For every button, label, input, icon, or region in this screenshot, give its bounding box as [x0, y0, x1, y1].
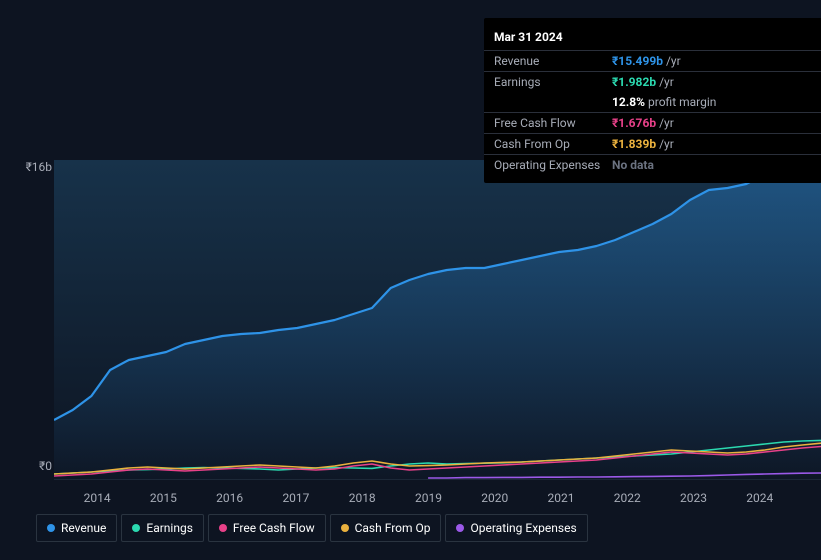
tooltip-suffix: /yr: [659, 137, 674, 151]
legend-label: Operating Expenses: [470, 521, 576, 535]
legend-label: Free Cash Flow: [233, 521, 315, 535]
x-axis-label: 2021: [528, 491, 594, 505]
tooltip-row: 12.8%profit margin: [484, 92, 821, 112]
legend-dot-icon: [341, 524, 349, 532]
legend-item[interactable]: Cash From Op: [330, 514, 442, 542]
tooltip-date: Mar 31 2024: [484, 26, 821, 50]
x-axis-label: 2024: [727, 491, 793, 505]
legend-label: Revenue: [61, 521, 106, 535]
x-axis-label: 2016: [197, 491, 263, 505]
tooltip-value: ₹1.839b: [612, 137, 656, 151]
x-axis-label: 2023: [660, 491, 726, 505]
tooltip-label: Free Cash Flow: [494, 116, 612, 130]
legend-item[interactable]: Revenue: [36, 514, 117, 542]
tooltip-value: ₹1.676b: [612, 116, 656, 130]
tooltip-suffix: /yr: [659, 116, 674, 130]
legend-dot-icon: [132, 524, 140, 532]
legend-label: Earnings: [146, 521, 193, 535]
tooltip-row: Free Cash Flow₹1.676b/yr: [484, 112, 821, 133]
tooltip-value: ₹15.499b: [612, 54, 663, 68]
x-axis-label: 2015: [130, 491, 196, 505]
tooltip-label: Cash From Op: [494, 137, 612, 151]
x-axis-label: 2014: [64, 491, 130, 505]
tooltip-label: Operating Expenses: [494, 158, 612, 172]
tooltip-value: 12.8%: [612, 95, 645, 109]
chart-plot-area[interactable]: [54, 160, 821, 480]
x-axis-label: 2017: [263, 491, 329, 505]
legend-label: Cash From Op: [355, 521, 431, 535]
legend-item[interactable]: Earnings: [121, 514, 204, 542]
legend-dot-icon: [47, 524, 55, 532]
tooltip-row: Cash From Op₹1.839b/yr: [484, 133, 821, 154]
legend-dot-icon: [219, 524, 227, 532]
legend-item[interactable]: Operating Expenses: [445, 514, 587, 542]
x-axis-label: 2020: [462, 491, 528, 505]
y-axis-bottom-label: ₹0: [22, 459, 52, 473]
y-axis-top-label: ₹16b: [22, 160, 52, 174]
legend-dot-icon: [456, 524, 464, 532]
x-axis-label: 2019: [395, 491, 461, 505]
chart-tooltip: Mar 31 2024 Revenue₹15.499b/yrEarnings₹1…: [484, 18, 821, 183]
x-axis: 2014201520162017201820192020202120222023…: [54, 491, 803, 505]
tooltip-row: Earnings₹1.982b/yr: [484, 71, 821, 92]
financial-chart: ₹16b ₹0 20142015201620172018201920202021…: [18, 0, 803, 560]
tooltip-rows: Revenue₹15.499b/yrEarnings₹1.982b/yr12.8…: [484, 50, 821, 175]
tooltip-row: Operating ExpensesNo data: [484, 154, 821, 175]
tooltip-label: Revenue: [494, 54, 612, 68]
x-axis-label: 2022: [594, 491, 660, 505]
tooltip-value: No data: [612, 158, 654, 172]
chart-legend: Revenue Earnings Free Cash Flow Cash From O…: [36, 514, 588, 542]
legend-item[interactable]: Free Cash Flow: [208, 514, 326, 542]
tooltip-value: ₹1.982b: [612, 75, 656, 89]
x-axis-label: 2018: [329, 491, 395, 505]
tooltip-suffix: /yr: [659, 75, 674, 89]
tooltip-row: Revenue₹15.499b/yr: [484, 50, 821, 71]
tooltip-suffix: /yr: [666, 54, 681, 68]
tooltip-label: Earnings: [494, 75, 612, 89]
tooltip-suffix: profit margin: [648, 95, 716, 109]
